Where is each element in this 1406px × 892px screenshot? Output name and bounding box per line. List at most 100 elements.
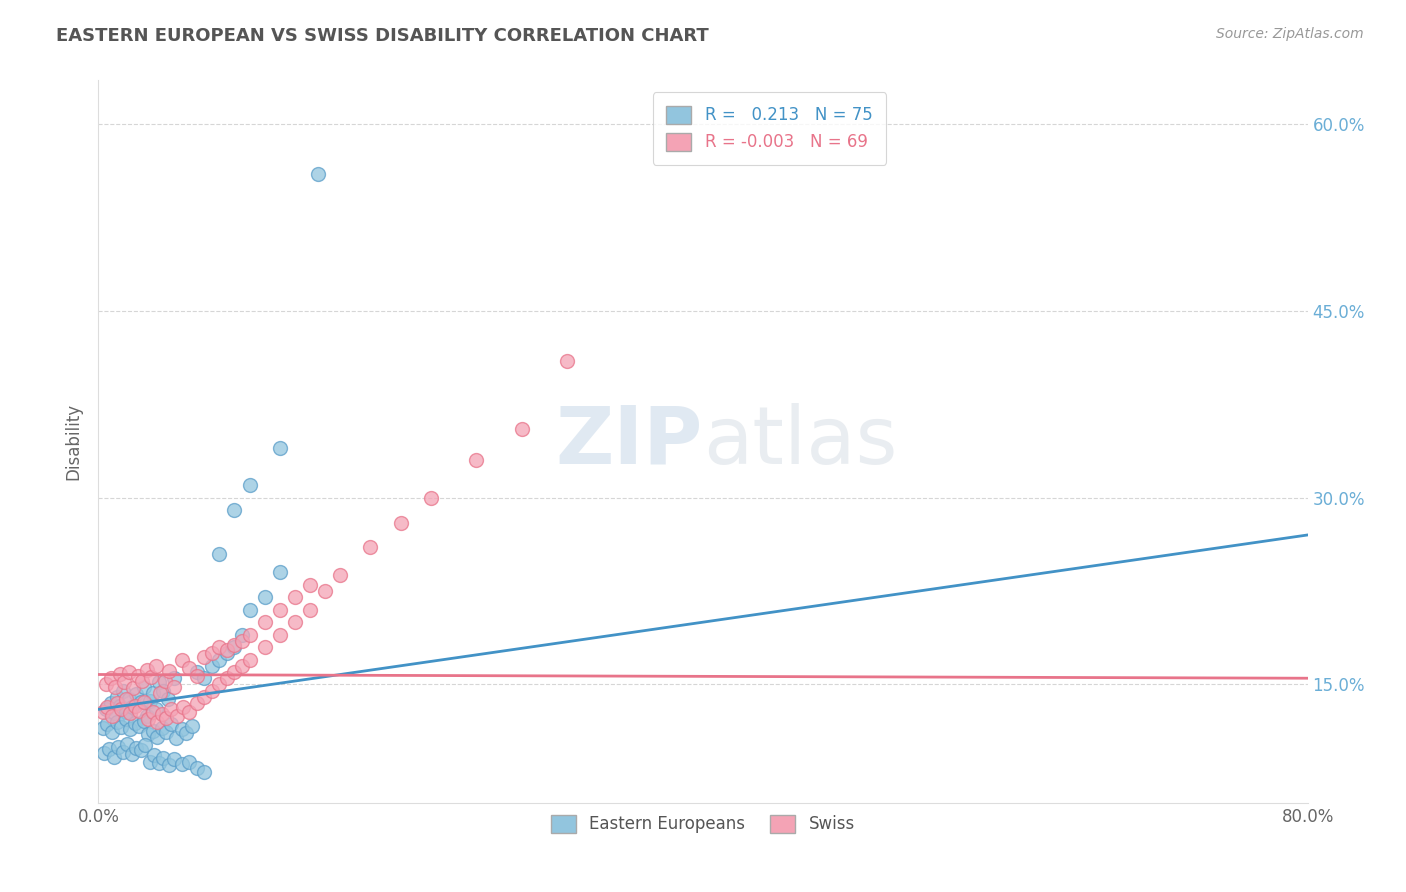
Point (139, 693, 162, 707)
Point (253, 591, 276, 605)
Point (159, 664, 181, 678)
Point (208, 640, 231, 654)
Point (152, 683, 174, 698)
Point (186, 669, 208, 683)
Point (181, 718, 204, 732)
Point (231, 627, 253, 641)
Point (142, 705, 165, 719)
Point (269, 566, 291, 580)
Point (135, 663, 157, 677)
Point (136, 712, 159, 726)
Point (148, 675, 170, 690)
Point (201, 683, 224, 698)
Point (155, 724, 177, 739)
Point (186, 761, 208, 775)
Point (329, 567, 352, 582)
Point (299, 603, 322, 617)
Point (108, 698, 131, 713)
Point (114, 712, 136, 726)
Point (215, 642, 238, 657)
Point (153, 673, 176, 688)
Point (96, 699, 118, 714)
Point (110, 702, 132, 716)
Y-axis label: Disability: Disability (65, 403, 83, 480)
Point (224, 503, 246, 517)
Point (170, 757, 193, 772)
Point (253, 615, 276, 630)
Point (163, 752, 186, 766)
Point (284, 591, 307, 605)
Point (163, 680, 186, 694)
Point (389, 516, 412, 530)
Legend: Eastern Europeans, Swiss: Eastern Europeans, Swiss (540, 803, 866, 845)
Point (125, 687, 148, 701)
Point (146, 730, 169, 744)
Point (360, 541, 382, 555)
Point (100, 671, 122, 685)
Point (132, 714, 155, 728)
Point (420, 491, 443, 505)
Text: EASTERN EUROPEAN VS SWISS DISABILITY CORRELATION CHART: EASTERN EUROPEAN VS SWISS DISABILITY COR… (56, 27, 709, 45)
Point (96, 717, 118, 731)
Point (166, 708, 188, 723)
Point (110, 720, 132, 734)
Point (104, 680, 127, 694)
Point (100, 696, 122, 710)
Point (172, 699, 194, 714)
Point (253, 640, 276, 654)
Point (224, 665, 246, 679)
Point (124, 698, 146, 713)
Point (127, 669, 149, 683)
Point (208, 547, 231, 561)
Point (125, 741, 148, 756)
Point (103, 706, 125, 720)
Point (239, 478, 262, 492)
Point (93, 746, 115, 760)
Point (269, 627, 291, 641)
Point (145, 702, 167, 716)
Point (269, 603, 291, 617)
Point (107, 739, 129, 754)
Point (122, 681, 145, 696)
Point (111, 745, 134, 759)
Point (179, 661, 201, 675)
Point (239, 603, 262, 617)
Point (129, 695, 152, 709)
Point (215, 671, 238, 685)
Point (163, 671, 186, 685)
Point (134, 739, 156, 753)
Point (131, 673, 153, 688)
Point (160, 717, 183, 731)
Point (465, 453, 488, 467)
Point (179, 705, 201, 719)
Point (141, 670, 163, 684)
Point (186, 665, 208, 679)
Point (149, 686, 172, 700)
Point (152, 751, 174, 765)
Point (555, 353, 578, 368)
Point (193, 764, 215, 779)
Point (111, 683, 134, 698)
Point (239, 652, 262, 666)
Point (146, 714, 169, 729)
Point (114, 692, 136, 706)
Point (129, 743, 152, 757)
Point (120, 706, 142, 720)
Point (101, 708, 124, 723)
Point (142, 686, 165, 700)
Point (201, 658, 224, 673)
Point (136, 727, 159, 741)
Point (132, 695, 155, 709)
Point (115, 737, 138, 751)
Point (201, 646, 224, 660)
Point (139, 755, 162, 769)
Point (135, 708, 157, 723)
Point (155, 711, 177, 725)
Point (105, 696, 128, 710)
Point (170, 652, 193, 666)
Point (101, 724, 124, 739)
Point (91, 705, 114, 719)
Point (128, 704, 150, 718)
Point (231, 658, 253, 673)
Point (193, 671, 215, 685)
